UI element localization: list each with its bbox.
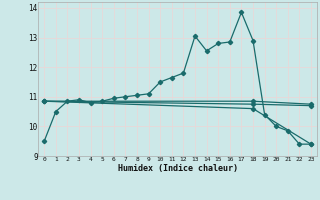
X-axis label: Humidex (Indice chaleur): Humidex (Indice chaleur) xyxy=(118,164,238,173)
